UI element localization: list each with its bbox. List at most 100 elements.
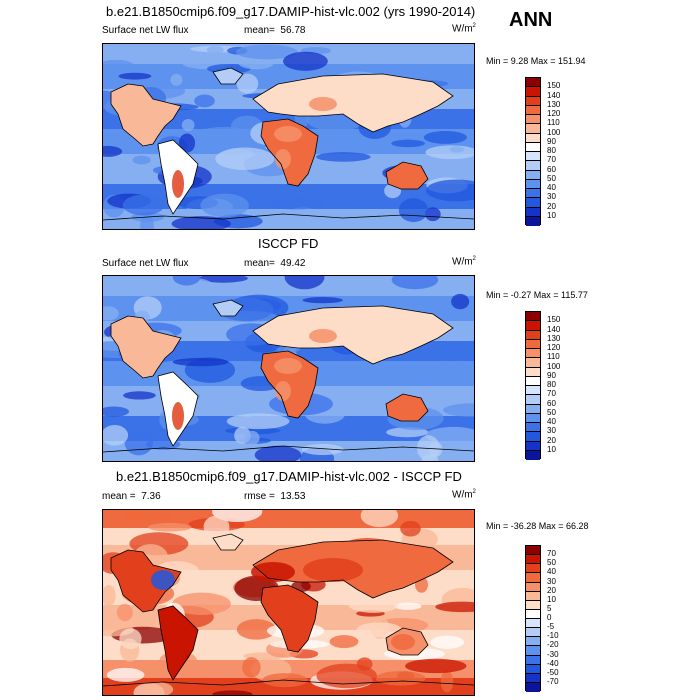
colorbar-swatch <box>526 404 540 414</box>
field-blob <box>103 145 123 157</box>
field-spot <box>274 358 302 374</box>
colorbar-swatch <box>526 330 540 340</box>
field-blob <box>424 363 474 379</box>
colorbar-tick-label: 10 <box>547 594 556 604</box>
colorbar-swatch <box>526 664 540 674</box>
field-blob <box>284 276 325 290</box>
field-blob <box>103 425 129 446</box>
coastline <box>212 67 244 85</box>
colorbar-swatch <box>526 105 540 115</box>
colorbar-swatch <box>526 152 540 162</box>
colorbar-tick-label: 140 <box>547 90 561 100</box>
colorbar-tick-label: 90 <box>547 370 556 380</box>
field-blob <box>435 601 474 613</box>
colorbar-tick-label: 40 <box>547 183 556 192</box>
colorbar-swatch <box>526 358 540 368</box>
field-spot <box>391 168 415 184</box>
colorbar-tick-label: 30 <box>547 576 556 586</box>
coastline <box>157 605 199 681</box>
panel3-minmax: Min = -36.28 Max = 66.28 <box>486 521 589 531</box>
land-fill <box>111 550 181 612</box>
field-blob <box>446 576 461 588</box>
colorbar-swatch <box>526 312 540 322</box>
field-spot <box>173 618 193 662</box>
colorbar-swatch <box>526 170 540 180</box>
field-spot <box>309 97 337 111</box>
coastline <box>157 371 199 447</box>
field-blob <box>148 522 192 532</box>
colorbar-tick-label: 20 <box>547 201 556 211</box>
coastline <box>260 118 319 187</box>
coastline <box>110 83 182 147</box>
field-blob <box>443 403 474 417</box>
field-blob <box>236 619 276 640</box>
field-blob <box>236 73 259 94</box>
panel3-map <box>102 509 475 696</box>
field-blob <box>200 193 249 218</box>
field-blob <box>316 663 377 689</box>
coastline <box>103 213 474 221</box>
colorbar-swatch <box>526 413 540 423</box>
field-blob <box>449 276 474 285</box>
field-spot <box>275 149 291 169</box>
field-blob <box>198 276 248 283</box>
field-blob <box>181 119 195 132</box>
field-blob <box>106 667 145 682</box>
colorbar-tick-label: 10 <box>547 444 556 454</box>
field-blob <box>116 603 133 622</box>
field-blob <box>264 198 328 210</box>
field-blob <box>103 306 119 321</box>
colorbar-tick-label: 50 <box>547 173 556 183</box>
land-fill <box>213 534 243 550</box>
field-blob <box>132 155 151 165</box>
coastline <box>103 679 474 687</box>
panel1-map <box>102 43 475 230</box>
field-blob <box>315 152 371 162</box>
field-blob <box>302 297 343 304</box>
field-blob <box>451 293 470 310</box>
field-blob <box>348 596 399 613</box>
panel1-colorbar <box>525 77 541 226</box>
field-spot <box>172 170 184 198</box>
field-blob <box>172 276 201 286</box>
land-fill <box>111 316 181 378</box>
field-blob <box>172 357 229 367</box>
coastline <box>260 584 319 653</box>
colorbar-swatch <box>526 386 540 396</box>
panel2-mean: mean= 49.42 <box>244 258 306 269</box>
colorbar-swatch <box>526 655 540 665</box>
colorbar-swatch <box>526 87 540 97</box>
colorbar-tick-label: 70 <box>547 155 556 165</box>
panel1-minmax: Min = 9.28 Max = 151.94 <box>486 56 586 66</box>
colorbar-swatch <box>526 179 540 189</box>
coastline <box>212 299 244 317</box>
panel3-colorbar <box>525 545 541 692</box>
field-blob <box>375 671 426 686</box>
field-blob <box>425 426 474 444</box>
colorbar-swatch <box>526 124 540 134</box>
colorbar-swatch <box>526 600 540 610</box>
panel3-title: b.e21.B1850cmip6.f09_g17.DAMIP-hist-vlc.… <box>116 469 462 484</box>
field-blob <box>178 133 196 153</box>
panel1-units: W/m2 <box>452 23 476 35</box>
field-blob <box>226 413 290 430</box>
field-blob <box>425 207 441 222</box>
colorbar-swatch <box>526 609 540 619</box>
field-spot <box>303 558 363 582</box>
field-blob <box>215 147 275 171</box>
colorbar-swatch <box>526 376 540 386</box>
panel1-field <box>103 44 474 229</box>
field-blob <box>236 44 298 60</box>
panel1-variable: Surface net LW flux <box>102 25 189 36</box>
field-blob <box>430 635 465 649</box>
colorbar-swatch <box>526 395 540 405</box>
coastline <box>252 73 454 133</box>
field-blob <box>118 72 152 80</box>
field-blob <box>400 520 421 537</box>
colorbar-tick-label: 150 <box>547 315 561 325</box>
colorbar-swatch <box>526 546 540 556</box>
colorbar-swatch <box>526 161 540 171</box>
field-spot <box>391 634 415 650</box>
colorbar-tick-label: 50 <box>547 558 556 568</box>
field-blob <box>119 628 142 650</box>
